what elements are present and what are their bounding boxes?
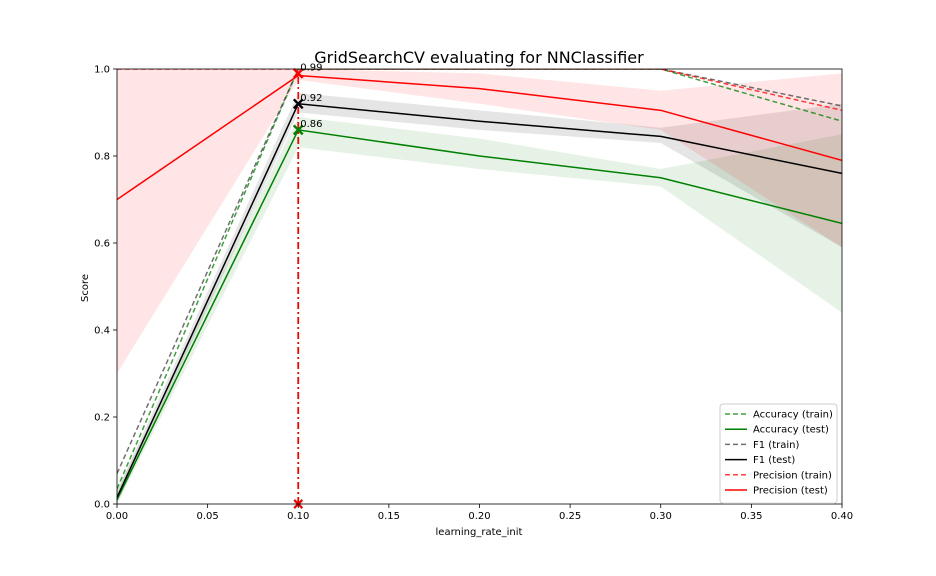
y-tick-label-2: 0.4 (94, 326, 110, 337)
best-marker-2 (292, 68, 304, 79)
legend-label-2: F1 (train) (753, 440, 799, 451)
legend-label-3: F1 (test) (753, 455, 795, 466)
x-tick-label-5: 0.25 (559, 511, 581, 522)
series-line-3 (117, 103, 842, 498)
legend-label-4: Precision (train) (753, 470, 832, 481)
x-tick-label-1: 0.05 (196, 511, 218, 522)
x-axis-label: learning_rate_init (436, 527, 523, 538)
x-tick-label-7: 0.35 (740, 511, 762, 522)
legend-box (719, 403, 838, 504)
legend-label-0: Accuracy (train) (753, 410, 833, 421)
confidence-band-5 (117, 69, 842, 374)
legend-label-5: Precision (test) (753, 486, 828, 497)
y-tick-label-4: 0.8 (94, 152, 110, 163)
y-tick-label-3: 0.6 (94, 239, 110, 250)
plot-content (117, 69, 842, 504)
y-tick-label-1: 0.2 (94, 413, 110, 424)
legend-label-1: Accuracy (test) (753, 425, 829, 436)
y-tick-label-0: 0.0 (94, 500, 110, 511)
series-line-0 (117, 69, 842, 490)
plot-area: 0.86 0.92 0.99 0.00 0.05 0.10 0.15 0.20 0.25 0.30… (94, 62, 853, 522)
chart-title: GridSearchCV evaluating for NNClassifier (314, 48, 644, 67)
confidence-band-1 (117, 116, 842, 504)
best-annotation-0: 0.86 (300, 119, 322, 130)
best-annotation-2: 0.99 (300, 62, 322, 73)
x-tick-label-2: 0.10 (287, 511, 309, 522)
x-tick-label-6: 0.30 (650, 511, 672, 522)
x-tick-label-0: 0.00 (106, 511, 128, 522)
x-tick-label-3: 0.15 (378, 511, 400, 522)
x-tick-label-8: 0.40 (831, 511, 853, 522)
x-tick-label-4: 0.20 (468, 511, 490, 522)
confidence-band-3 (117, 92, 842, 504)
series-line-2 (117, 69, 842, 474)
legend: Accuracy (train) Accuracy (test) F1 (train… (719, 403, 838, 504)
y-axis-label: Score (80, 274, 91, 302)
best-annotation-1: 0.92 (300, 93, 322, 104)
best-marker-1 (292, 98, 304, 110)
y-tick-label-5: 1.0 (94, 65, 110, 76)
series-line-1 (117, 129, 842, 500)
series-line-5 (117, 74, 842, 201)
best-marker-0 (292, 124, 304, 136)
